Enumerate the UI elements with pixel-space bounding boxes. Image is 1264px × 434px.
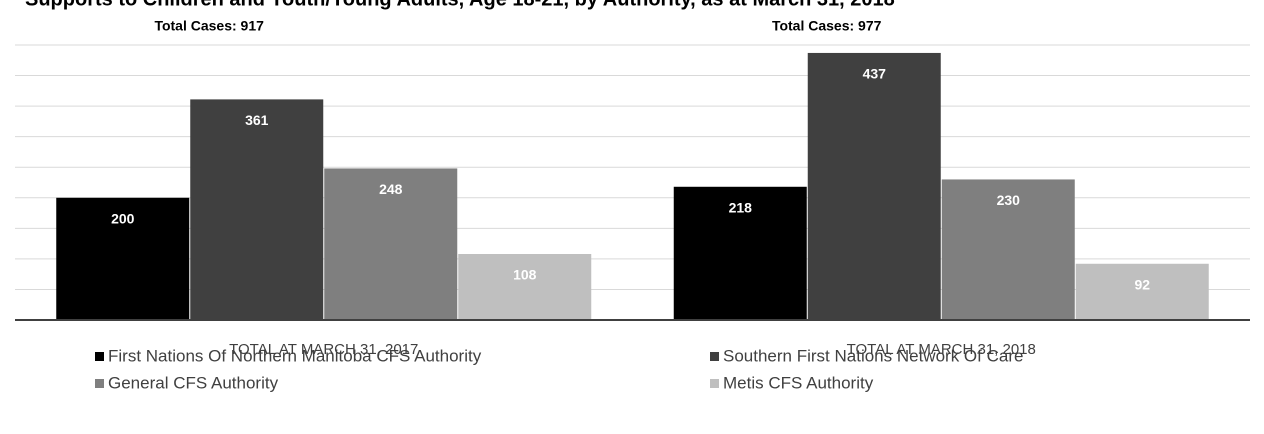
data-label: 437 (863, 66, 887, 82)
legend-swatch (95, 379, 104, 388)
bar (56, 197, 190, 320)
data-label: 108 (513, 267, 537, 283)
legend-swatch (95, 352, 104, 361)
bar (1075, 263, 1209, 320)
legend-label: First Nations Of Northern Manitoba CFS A… (108, 346, 482, 365)
bar (324, 168, 458, 320)
chart-title: Supports to Children and Youth/Young Adu… (25, 0, 895, 10)
annotation: Total Cases: 977 (772, 18, 882, 34)
data-label: 218 (729, 199, 753, 215)
bar (190, 99, 324, 320)
legend-swatch (710, 379, 719, 388)
annotation: Total Cases: 917 (154, 18, 264, 34)
data-label: 361 (245, 112, 269, 128)
x-tick-label: TOTAL AT MARCH 31, 2018 (847, 341, 1036, 358)
bar (941, 179, 1075, 320)
data-label: 92 (1134, 276, 1150, 292)
legend-label: Metis CFS Authority (723, 373, 874, 392)
legend-label: Southern First Nations Network Of Care (723, 346, 1023, 365)
data-label: 248 (379, 181, 403, 197)
legend-label: General CFS Authority (108, 373, 279, 392)
bar (807, 52, 941, 320)
x-tick-label: TOTAL AT MARCH 31, 2017 (229, 341, 418, 358)
bar (673, 186, 807, 320)
bar (458, 254, 592, 320)
data-label: 230 (997, 192, 1021, 208)
data-label: 200 (111, 210, 135, 226)
legend-swatch (710, 352, 719, 361)
